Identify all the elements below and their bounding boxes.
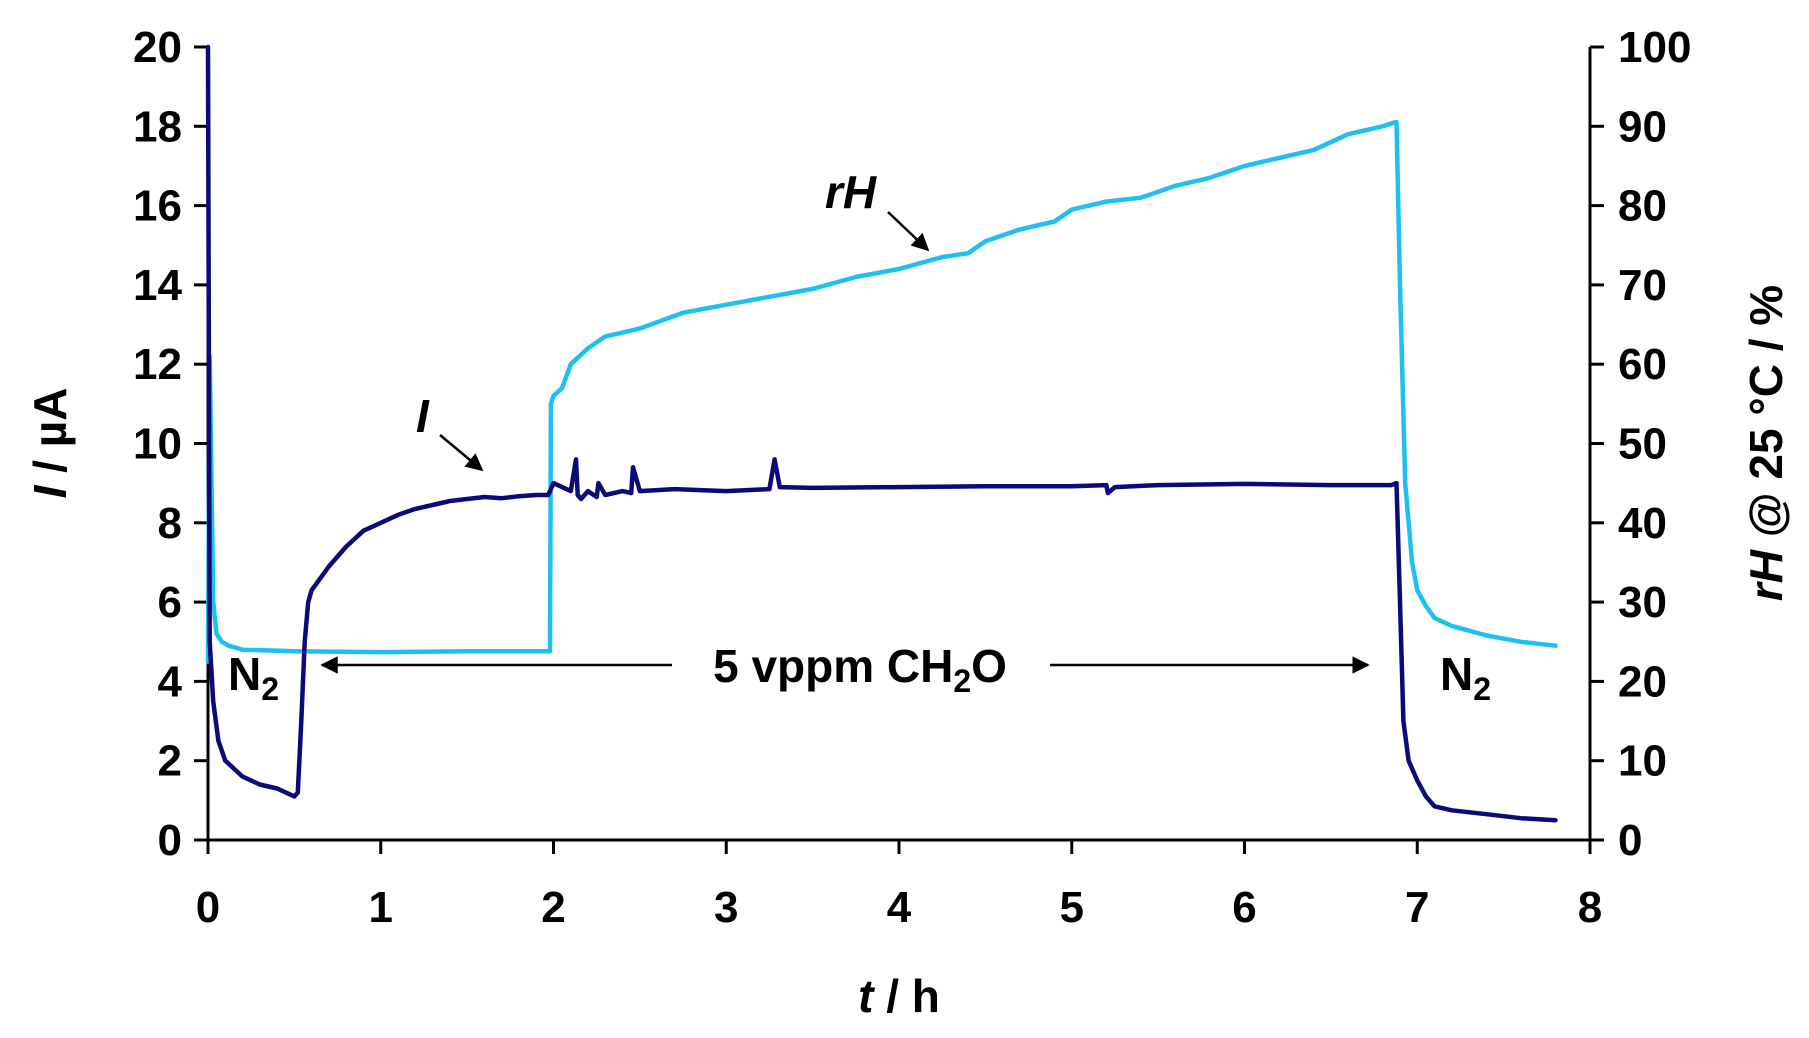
rh-label-arrow (887, 211, 930, 252)
y-left-tick-label: 8 (158, 499, 182, 548)
y-left-tick-label: 10 (133, 420, 182, 469)
y-right-tick-label: 0 (1618, 816, 1642, 865)
y-right-tick-label: 50 (1618, 420, 1667, 469)
y-right-axis-title: rH @ 25 °C / % (1740, 285, 1792, 601)
y-left-ticks: 0 2 4 6 8 10 12 14 16 18 20 (133, 23, 208, 865)
y-right-tick-label: 10 (1618, 737, 1667, 786)
i-series-label: I (416, 390, 430, 442)
y-right-tick-label: 90 (1618, 102, 1667, 151)
x-tick-label: 7 (1405, 883, 1429, 932)
x-tick-label: 5 (1060, 883, 1084, 932)
exposure-label: 5 vppm CH2O (713, 640, 1007, 699)
n2-label-right: N2 (1440, 648, 1491, 707)
series-layer (205, 44, 1558, 823)
y-left-tick-label: 14 (133, 261, 182, 310)
y-right-tick-label: 70 (1618, 261, 1667, 310)
y-left-tick-label: 6 (158, 578, 182, 627)
x-tick-label: 1 (369, 883, 393, 932)
y-right-tick-label: 100 (1618, 23, 1691, 72)
x-tick-label: 2 (541, 883, 565, 932)
x-axis-title: t / h (858, 970, 940, 1022)
y-left-tick-label: 0 (158, 816, 182, 865)
y-left-tick-label: 12 (133, 340, 182, 389)
x-tick-label: 6 (1232, 883, 1256, 932)
y-left-tick-label: 4 (158, 657, 183, 706)
y-right-tick-label: 80 (1618, 182, 1667, 231)
y-right-tick-label: 30 (1618, 578, 1667, 627)
x-ticks: 0 1 2 3 4 5 6 7 8 (196, 840, 1602, 932)
x-tick-label: 4 (887, 883, 912, 932)
n2-label-left: N2 (228, 648, 279, 707)
series-line-i (205, 44, 1558, 823)
y-left-tick-label: 16 (133, 182, 182, 231)
y-right-tick-label: 20 (1618, 657, 1667, 706)
y-right-ticks: 0 10 20 30 40 50 60 70 80 90 100 (1590, 23, 1691, 865)
y-left-tick-label: 2 (158, 737, 182, 786)
y-left-axis-title: I / µA (24, 388, 76, 499)
series-line-rh (205, 120, 1558, 664)
y-left-tick-label: 20 (133, 23, 182, 72)
y-left-tick-label: 18 (133, 102, 182, 151)
y-right-tick-label: 40 (1618, 499, 1667, 548)
x-tick-label: 0 (196, 883, 220, 932)
rh-series-label: rH (825, 166, 877, 218)
y-right-tick-label: 60 (1618, 340, 1667, 389)
x-tick-label: 3 (714, 883, 738, 932)
i-label-arrow (439, 434, 484, 472)
x-tick-label: 8 (1578, 883, 1602, 932)
